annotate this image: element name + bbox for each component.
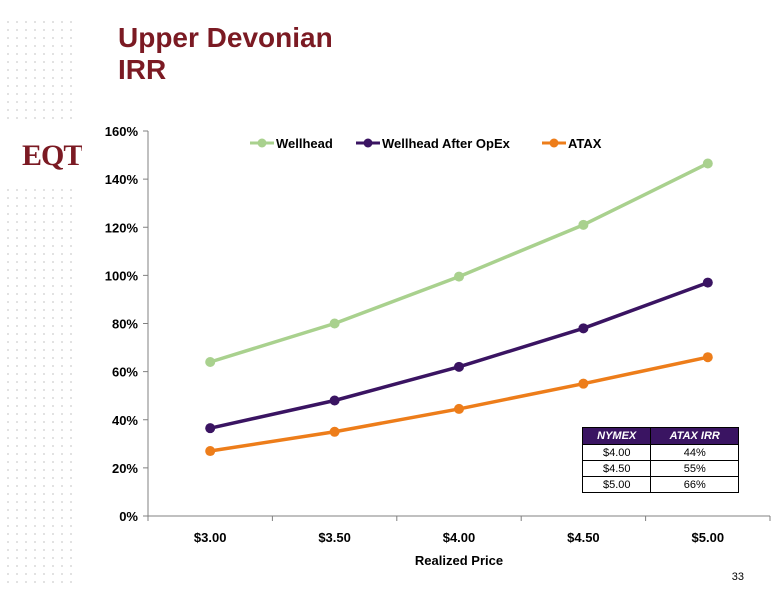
legend-item: Wellhead: [250, 136, 333, 151]
data-point: [329, 426, 340, 437]
legend-label: Wellhead: [276, 136, 333, 151]
y-tick-label: 160%: [105, 124, 139, 139]
y-tick-label: 0%: [119, 509, 138, 524]
data-point: [329, 318, 340, 329]
table-header-row: NYMEX ATAX IRR: [581, 427, 739, 445]
data-point: [702, 352, 713, 363]
legend-item: ATAX: [542, 136, 602, 151]
data-point: [205, 357, 216, 367]
y-tick-label: 120%: [105, 220, 139, 235]
decorative-dot-grid: [7, 21, 72, 583]
table-cell-nymex: $4.50: [581, 460, 652, 477]
table-header-nymex: NYMEX: [581, 427, 652, 445]
data-point: [578, 323, 589, 334]
table-row: $5.00 66%: [581, 476, 739, 493]
y-tick-label: 100%: [105, 268, 139, 283]
x-tick-label: $4.50: [567, 530, 600, 545]
page-number: 33: [731, 571, 744, 583]
y-tick-label: 40%: [112, 413, 138, 428]
legend-label: Wellhead After OpEx: [382, 136, 511, 151]
table-row: $4.00 44%: [581, 444, 739, 461]
table-cell-irr: 44%: [650, 444, 739, 461]
table-cell-nymex: $5.00: [581, 476, 652, 493]
chart-legend: Wellhead Wellhead After OpEx ATAX: [250, 136, 602, 151]
legend-swatch-marker: [257, 138, 267, 148]
legend-swatch-marker: [549, 138, 559, 148]
title-line-1: Upper Devonian: [118, 22, 333, 53]
irr-summary-table: NYMEX ATAX IRR $4.00 44% $4.50 55% $5.00…: [581, 427, 739, 493]
chart-axes: 0% 20% 40% 60% 80% 100% 120% 140% 160% $3.00 $3.50…: [105, 124, 771, 545]
series-line: [209, 161, 709, 364]
legend-label: ATAX: [568, 136, 602, 151]
chart-plot-area: [205, 158, 713, 457]
data-point: [578, 219, 589, 230]
data-point: [578, 378, 589, 389]
x-tick-label: $4.00: [443, 530, 476, 545]
table-cell-irr: 55%: [650, 460, 739, 477]
legend-swatch-marker: [363, 138, 373, 148]
data-point: [329, 395, 340, 406]
data-point: [205, 446, 216, 457]
data-point: [702, 277, 713, 288]
legend-item: Wellhead After OpEx: [356, 136, 511, 151]
table-row: $4.50 55%: [581, 460, 739, 477]
y-tick-label: 140%: [105, 172, 139, 187]
y-tick-label: 60%: [112, 365, 138, 380]
table-header-atax-irr: ATAX IRR: [650, 427, 739, 445]
page-title: Upper Devonian IRR: [118, 22, 333, 86]
title-line-2: IRR: [118, 54, 167, 85]
x-tick-label: $5.00: [692, 530, 725, 545]
table-cell-irr: 66%: [650, 476, 739, 493]
data-point: [454, 403, 464, 414]
x-axis-label: Realized Price: [415, 553, 503, 568]
eqt-logo-text: EQT: [22, 139, 82, 172]
y-tick-label: 20%: [112, 461, 138, 476]
data-point: [454, 361, 464, 372]
x-tick-label: $3.00: [194, 530, 227, 545]
table-cell-nymex: $4.00: [581, 444, 652, 461]
y-tick-label: 80%: [112, 317, 138, 332]
x-tick-label: $3.50: [318, 530, 351, 545]
data-point: [702, 158, 713, 169]
data-point: [205, 423, 216, 434]
eqt-logo: EQT: [22, 139, 82, 172]
data-point: [454, 271, 464, 282]
